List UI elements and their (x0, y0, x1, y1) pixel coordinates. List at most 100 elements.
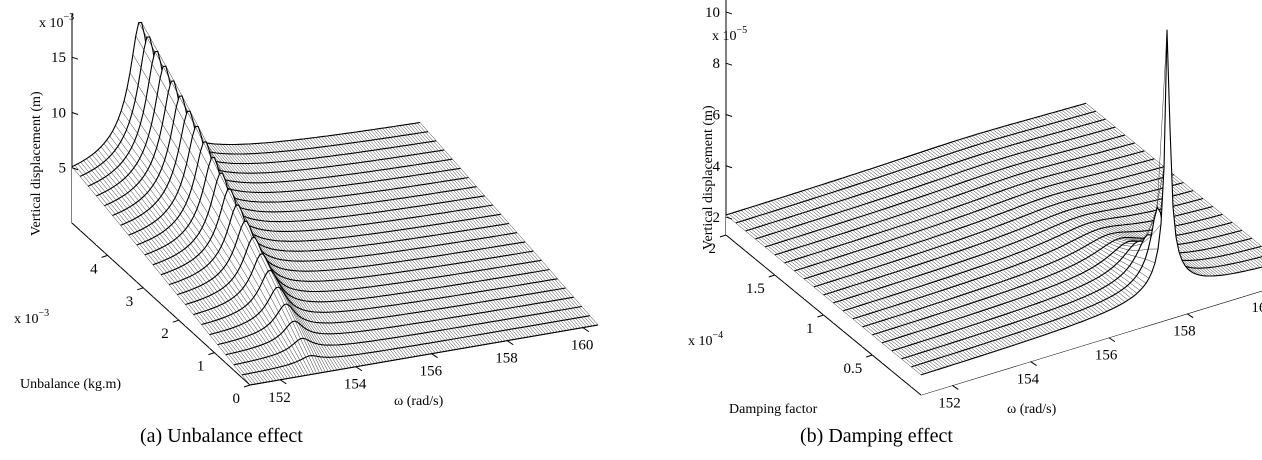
y-tick-label: 4 (90, 261, 98, 277)
z-tick-label: 15 (51, 50, 66, 66)
surface-mesh-lines (217, 287, 574, 355)
surface-row-line (160, 188, 510, 276)
z-tick (71, 111, 79, 115)
y-tick (172, 319, 179, 323)
surface-mesh-lines (823, 182, 1194, 304)
surface-row-line (177, 220, 526, 296)
surface-row-line (144, 156, 493, 256)
x-tick-label: 160 (1251, 300, 1262, 316)
surface-row-line (794, 158, 1155, 272)
z-tick (71, 167, 79, 171)
surface-mesh-lines (755, 126, 1126, 248)
surface-row-line (901, 234, 1262, 360)
x-tick (952, 385, 959, 390)
x-tick-label: 158 (495, 351, 518, 367)
y-tick (719, 234, 727, 238)
surface-mesh-lines (833, 190, 1204, 312)
z-tick-label: 8 (713, 56, 721, 72)
y-tick-label: 0 (233, 391, 241, 407)
x-tick (279, 379, 287, 385)
x-tick-label: 156 (420, 364, 443, 380)
surface-row-line (87, 50, 437, 187)
z-axis-exponent: x 10−3 (39, 12, 74, 31)
x-tick-label: 152 (938, 395, 961, 411)
surface-row-line (168, 204, 518, 286)
surface-row-line (104, 80, 453, 207)
y-tick-label: 3 (126, 294, 134, 310)
surface-mesh-lines (901, 207, 1262, 368)
surface-row-line (833, 190, 1194, 304)
y-tick (101, 254, 108, 258)
x-tick (431, 353, 438, 359)
surface-row-line (755, 126, 1116, 240)
surface-row-line (71, 21, 421, 168)
z-axis-label: Vertical displacement (m) (29, 91, 44, 236)
y-tick (243, 384, 251, 388)
surface-row-line (193, 253, 542, 316)
x-tick-label: 152 (268, 390, 291, 406)
surface-mesh-lines (813, 174, 1184, 296)
surface-row-line (225, 296, 574, 356)
surface-row-line (764, 134, 1126, 248)
surface-row-line (881, 229, 1243, 344)
y-axis-label: Damping factor (729, 402, 818, 417)
y-axis-label: Unbalance (kg.m) (20, 377, 121, 392)
surface-row-line (136, 141, 485, 246)
surface-row-line (233, 305, 582, 366)
surface-row-line (79, 36, 429, 177)
z-tick (725, 216, 733, 220)
x-tick (506, 340, 514, 346)
y-tick-label: 1.5 (746, 281, 765, 297)
surface-row-line (813, 174, 1174, 288)
z-tick-label: 2 (713, 210, 721, 226)
z-tick (725, 114, 733, 117)
x-tick (582, 327, 590, 333)
x-tick-label: 158 (1173, 324, 1196, 340)
x-tick-label: 154 (1017, 372, 1040, 388)
x-tick-label: 156 (1095, 348, 1118, 364)
surface-row-line (745, 118, 1106, 232)
surface-mesh-lines (735, 111, 1106, 232)
tick-labels: 152 154 156 158 160 0 1 2 3 4 5 10 15 (51, 50, 593, 407)
z-tick-label: 6 (713, 107, 721, 123)
surface-mesh-lines (233, 306, 591, 376)
surface-row-line (96, 65, 445, 197)
surface-row-line (209, 278, 558, 336)
surface-row-line (784, 150, 1145, 264)
surface-mesh-lines (784, 150, 1155, 272)
surface-row-line (774, 142, 1135, 256)
x-tick-label: 154 (344, 377, 367, 393)
y-tick (208, 352, 215, 356)
surface-mesh-lines (852, 206, 1223, 328)
x-tick (1186, 313, 1194, 319)
surface-row-line (201, 268, 550, 326)
z-axis-label: Vertical displacement (m) (701, 105, 716, 250)
surface-strip-fill (233, 306, 582, 371)
surface-row-line (852, 205, 1213, 320)
surface-row-line (249, 324, 599, 386)
surface-mesh-lines (794, 158, 1165, 280)
y-tick (817, 314, 824, 318)
surface-mesh-lines (774, 142, 1145, 264)
z-tick-label: 10 (705, 5, 720, 21)
z-tick (725, 62, 733, 66)
caption-a: (a) Unbalance effect (140, 425, 303, 447)
y-tick-label: 1 (197, 359, 205, 375)
surface-row-line (185, 236, 534, 306)
y-tick (137, 287, 144, 291)
surface-row-line (823, 182, 1184, 296)
surface-mesh-lines (764, 134, 1135, 256)
z-tick (725, 165, 733, 169)
x-tick-label: 160 (571, 338, 594, 354)
surface-mesh-lines (241, 315, 599, 386)
surface-mesh-lines (225, 297, 582, 365)
surface-mesh (725, 29, 1262, 395)
surface-row-line (112, 95, 461, 217)
surface-row-line (891, 237, 1252, 352)
y-tick-label: 2 (161, 326, 169, 342)
x-axis-label: ω (rad/s) (394, 394, 444, 409)
x-tick (1108, 337, 1116, 343)
z-tick-label: 5 (59, 161, 67, 177)
